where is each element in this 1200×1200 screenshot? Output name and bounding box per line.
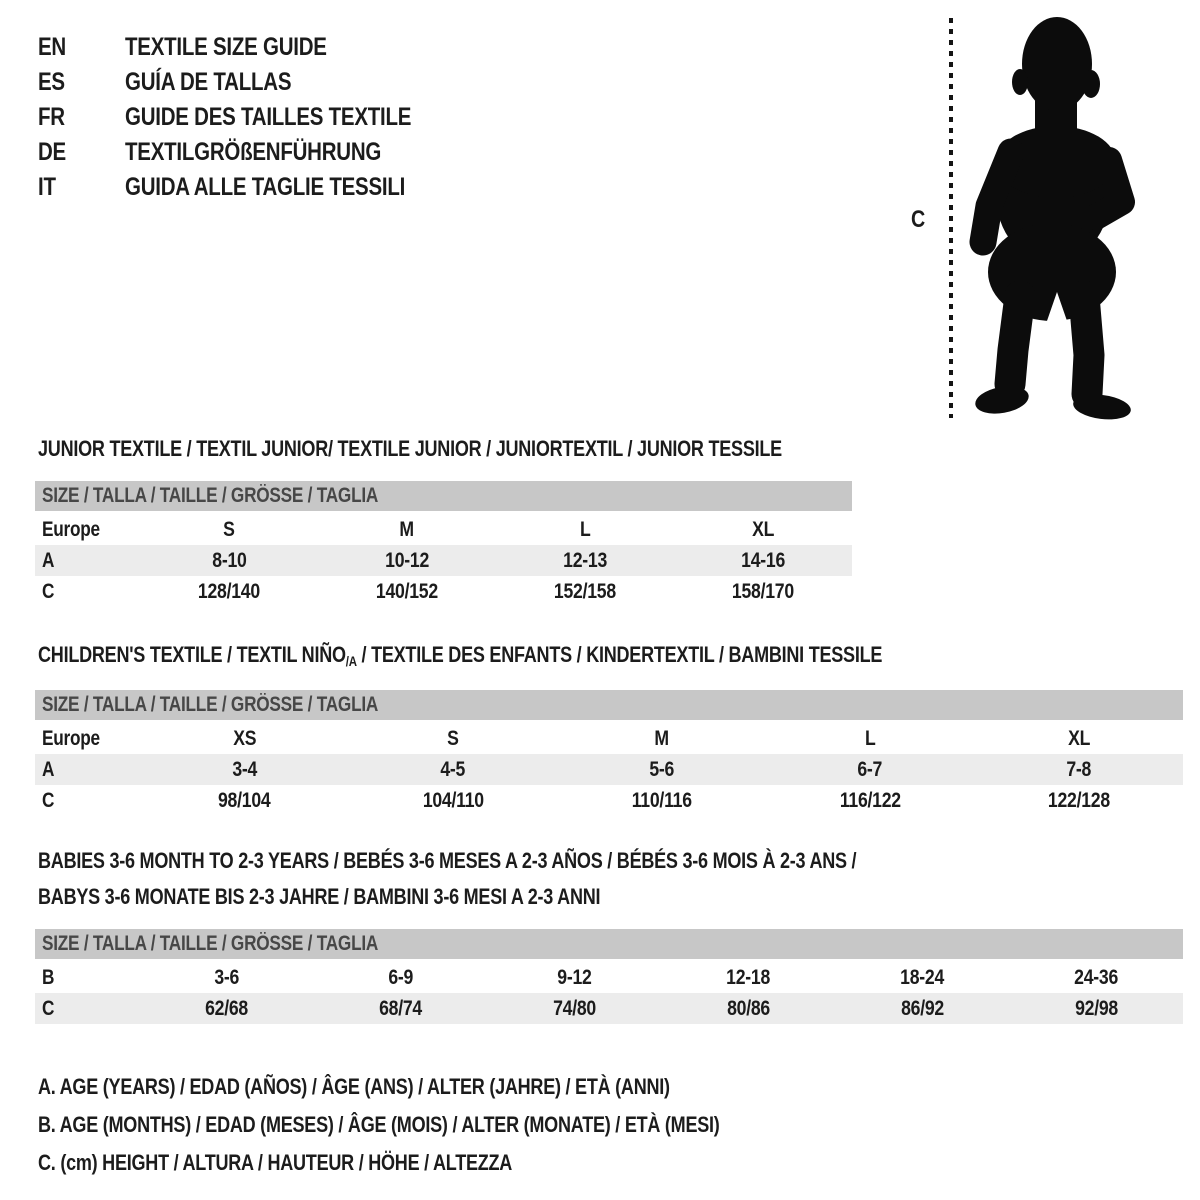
table-cell: 74/80 — [553, 996, 597, 1020]
height-measure-figure: C — [905, 10, 1195, 425]
table-cell: 24-36 — [1074, 965, 1118, 989]
table-cell: 92/98 — [1074, 996, 1118, 1020]
toddler-silhouette-icon — [969, 17, 1135, 420]
table-cell: 3-6 — [214, 965, 240, 989]
legend-age-months: B. AGE (MONTHS) / EDAD (MESES) / ÂGE (MO… — [38, 1112, 720, 1137]
table-row: Europe S M L XL — [35, 514, 852, 545]
table-row: C 98/104 104/110 110/116 116/122 122/128 — [35, 785, 1183, 816]
language-row-fr: FR GUIDE DES TAILLES TEXTILE — [38, 100, 474, 135]
table-cell: M — [654, 726, 669, 750]
legend-height-cm: C. (cm) HEIGHT / ALTURA / HAUTEUR / HÖHE… — [38, 1150, 513, 1175]
guide-title-es: GUÍA DE TALLAS — [124, 68, 292, 96]
table-row: A 3-4 4-5 5-6 6-7 7-8 — [35, 754, 1183, 785]
table-cell: 116/122 — [839, 788, 901, 812]
table-cell: 68/74 — [379, 996, 423, 1020]
guide-title-fr: GUIDE DES TAILLES TEXTILE — [124, 103, 412, 131]
table-cell: 10-12 — [385, 548, 429, 572]
table-row: C 62/68 68/74 74/80 80/86 86/92 92/98 — [35, 993, 1183, 1024]
table-cell: L — [864, 726, 876, 750]
table-cell: 140/152 — [375, 579, 439, 603]
language-code: ES — [38, 68, 65, 96]
table-cell: XL — [751, 517, 775, 541]
table-cell: 80/86 — [726, 996, 770, 1020]
table-row: Europe XS S M L XL — [35, 723, 1183, 754]
table-cell: 122/128 — [1047, 788, 1110, 812]
table-row: C 128/140 140/152 152/158 158/170 — [35, 576, 852, 607]
babies-section-title: BABIES 3-6 MONTH TO 2-3 YEARS / BEBÉS 3-… — [38, 848, 857, 909]
language-code: EN — [38, 33, 66, 61]
measurement-legend: A. AGE (YEARS) / EDAD (AÑOS) / ÂGE (ANS)… — [38, 1068, 869, 1182]
junior-section-title: JUNIOR TEXTILE / TEXTIL JUNIOR/ TEXTILE … — [38, 436, 782, 461]
table-cell: XL — [1067, 726, 1090, 750]
table-cell: 152/158 — [553, 579, 617, 603]
guide-title-it: GUIDA ALLE TAGLIE TESSILI — [124, 173, 406, 201]
guide-title-de: TEXTILGRÖßENFÜHRUNG — [124, 138, 382, 166]
table-row: B 3-6 6-9 9-12 12-18 18-24 24-36 — [35, 962, 1183, 993]
language-row-en: EN TEXTILE SIZE GUIDE — [38, 30, 474, 65]
table-cell: 3-4 — [231, 757, 257, 781]
language-title-list: EN TEXTILE SIZE GUIDE ES GUÍA DE TALLAS … — [38, 30, 474, 205]
language-row-es: ES GUÍA DE TALLAS — [38, 65, 474, 100]
row-label: Europe — [42, 517, 100, 541]
table-cell: 12-13 — [563, 548, 607, 572]
table-cell: 104/110 — [422, 788, 484, 812]
table-row: A 8-10 10-12 12-13 14-16 — [35, 545, 852, 576]
table-cell: L — [579, 517, 591, 541]
row-label: A — [42, 757, 55, 781]
size-header-bar: SIZE / TALLA / TAILLE / GRÖSSE / TAGLIA — [35, 929, 1183, 959]
table-cell: 7-8 — [1066, 757, 1092, 781]
row-label: Europe — [42, 726, 100, 750]
table-cell: S — [447, 726, 459, 750]
guide-title-en: TEXTILE SIZE GUIDE — [124, 33, 327, 61]
table-cell: 14-16 — [741, 548, 785, 572]
row-label: B — [42, 965, 55, 989]
size-header-bar: SIZE / TALLA / TAILLE / GRÖSSE / TAGLIA — [35, 690, 1183, 720]
legend-age-years: A. AGE (YEARS) / EDAD (AÑOS) / ÂGE (ANS)… — [38, 1074, 670, 1099]
language-code: FR — [38, 103, 65, 131]
height-dashed-line — [949, 18, 953, 418]
row-label: A — [42, 548, 55, 572]
language-row-de: DE TEXTILGRÖßENFÜHRUNG — [38, 135, 474, 170]
table-cell: 86/92 — [900, 996, 944, 1020]
table-cell: 8-10 — [211, 548, 247, 572]
language-row-it: IT GUIDA ALLE TAGLIE TESSILI — [38, 170, 474, 205]
table-cell: 4-5 — [440, 757, 466, 781]
children-section-title: CHILDREN'S TEXTILE / TEXTIL NIÑO/A / TEX… — [38, 642, 883, 669]
language-code: IT — [38, 173, 56, 201]
children-size-table: SIZE / TALLA / TAILLE / GRÖSSE / TAGLIA … — [35, 690, 1183, 816]
table-cell: 12-18 — [726, 965, 771, 989]
row-label: C — [42, 579, 55, 603]
table-cell: S — [223, 517, 235, 541]
language-code: DE — [38, 138, 66, 166]
nino-a-subscript: /A — [345, 653, 357, 669]
babies-size-table: SIZE / TALLA / TAILLE / GRÖSSE / TAGLIA … — [35, 929, 1183, 1024]
size-header-bar: SIZE / TALLA / TAILLE / GRÖSSE / TAGLIA — [35, 481, 852, 511]
height-measure-label: C — [911, 206, 925, 233]
row-label: C — [42, 788, 55, 812]
table-cell: XS — [232, 726, 256, 750]
junior-size-table: SIZE / TALLA / TAILLE / GRÖSSE / TAGLIA … — [35, 481, 852, 607]
table-cell: M — [399, 517, 415, 541]
table-cell: 98/104 — [218, 788, 271, 812]
table-cell: 9-12 — [557, 965, 592, 989]
table-cell: 158/170 — [731, 579, 795, 603]
row-label: C — [42, 996, 55, 1020]
table-cell: 128/140 — [197, 579, 261, 603]
table-cell: 6-7 — [857, 757, 883, 781]
table-cell: 18-24 — [900, 965, 945, 989]
table-cell: 5-6 — [649, 757, 674, 781]
table-cell: 62/68 — [205, 996, 249, 1020]
table-cell: 110/116 — [631, 788, 692, 812]
table-cell: 6-9 — [388, 965, 414, 989]
